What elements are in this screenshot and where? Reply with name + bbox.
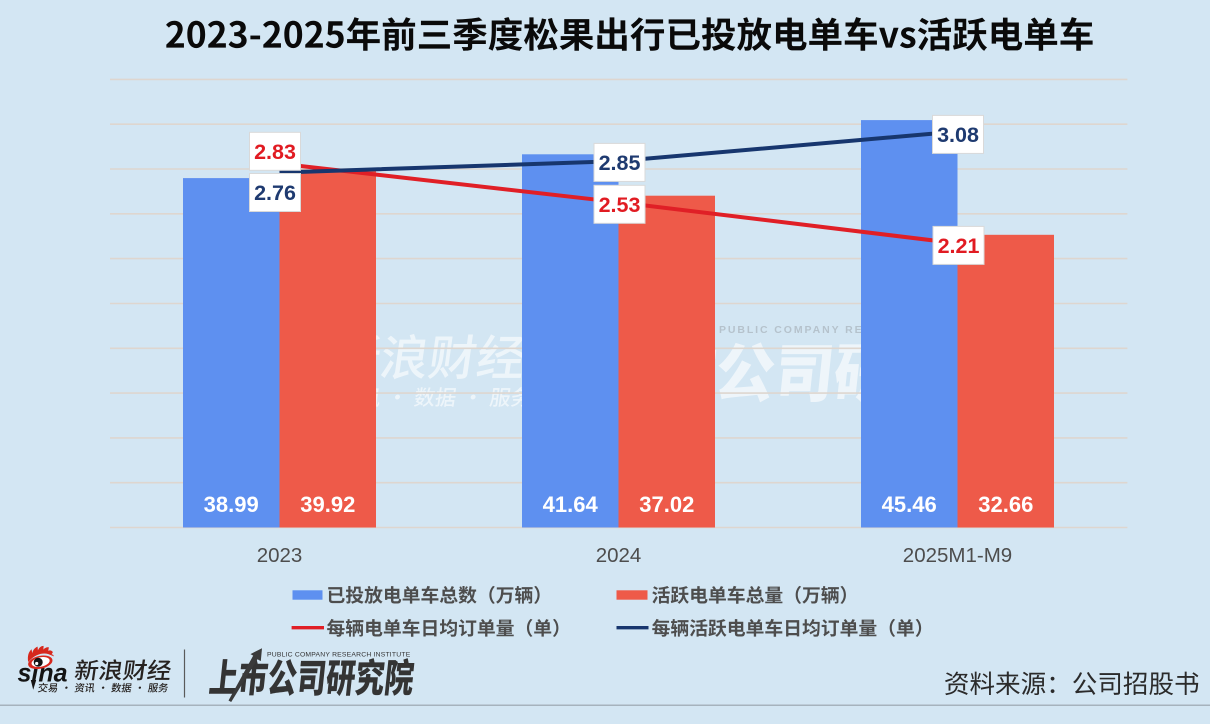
- svg-text:PUBLIC COMPANY RESEARCH INSTIT: PUBLIC COMPANY RESEARCH INSTITUTE: [267, 652, 411, 659]
- svg-text:32.66: 32.66: [978, 492, 1033, 517]
- svg-text:2.85: 2.85: [599, 151, 641, 175]
- svg-text:38.99: 38.99: [204, 492, 259, 517]
- svg-text:45.46: 45.46: [882, 492, 937, 517]
- svg-text:41.64: 41.64: [543, 492, 599, 517]
- svg-text:2.83: 2.83: [254, 140, 296, 164]
- svg-text:2.76: 2.76: [254, 181, 296, 205]
- svg-text:2025M1-M9: 2025M1-M9: [903, 544, 1012, 567]
- svg-text:2023: 2023: [257, 544, 303, 567]
- svg-text:2.53: 2.53: [599, 193, 641, 217]
- svg-text:3.08: 3.08: [937, 123, 979, 147]
- svg-text:2.21: 2.21: [938, 234, 980, 258]
- svg-text:2024: 2024: [596, 544, 642, 567]
- svg-text:39.92: 39.92: [300, 492, 355, 517]
- svg-text:37.02: 37.02: [639, 492, 694, 517]
